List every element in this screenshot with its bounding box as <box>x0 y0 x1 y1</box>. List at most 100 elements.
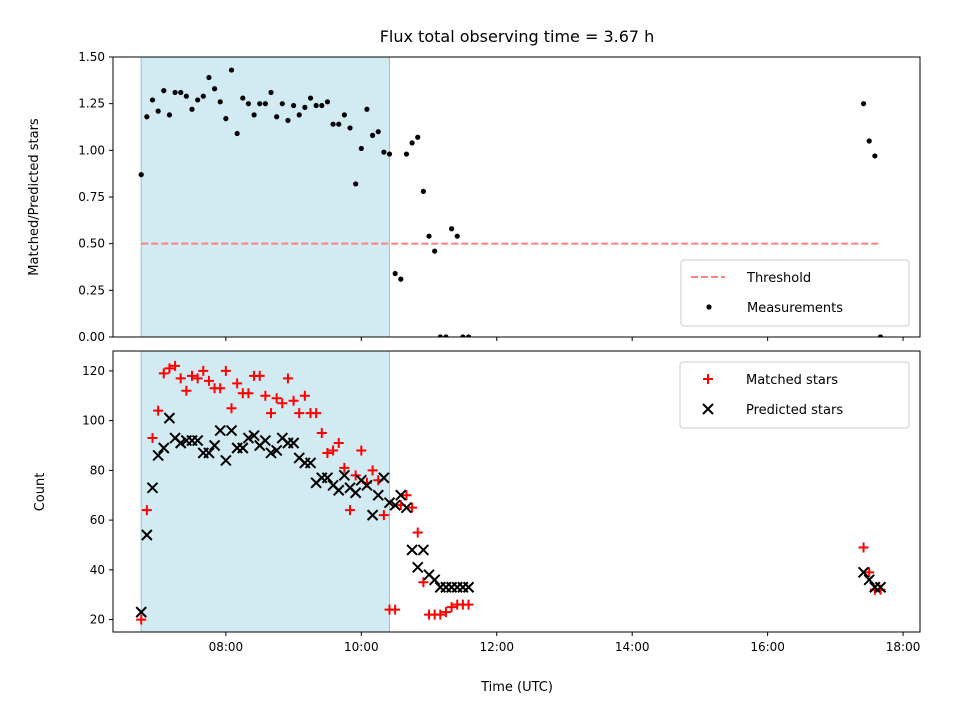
data-point <box>211 86 218 92</box>
data-point <box>164 363 175 374</box>
legend-dot-swatch <box>706 304 712 310</box>
data-point <box>462 581 475 593</box>
y-tick-label: 1.25 <box>78 97 105 111</box>
data-point <box>138 172 144 178</box>
legend-label: Predicted stars <box>746 403 843 418</box>
data-point <box>234 130 240 137</box>
data-point <box>254 370 265 381</box>
y-tick-label: 60 <box>90 513 105 527</box>
data-point <box>319 102 325 109</box>
x-tick-label: 08:00 <box>209 640 244 654</box>
data-point <box>369 132 376 138</box>
data-point <box>203 375 214 386</box>
data-point <box>328 445 339 456</box>
data-point <box>432 248 438 254</box>
plot-area <box>138 57 884 337</box>
data-point <box>446 602 457 613</box>
data-point <box>200 93 206 99</box>
data-point <box>136 614 147 625</box>
data-point <box>428 574 441 586</box>
data-point <box>147 433 158 444</box>
data-point <box>141 529 153 541</box>
data-point <box>316 428 327 439</box>
y-tick-label: 0.00 <box>78 330 105 344</box>
data-point <box>321 472 334 484</box>
chart-title: Flux total observing time = 3.67 h <box>380 27 655 46</box>
y-tick-label: 40 <box>90 563 105 577</box>
y-tick-label: 100 <box>82 414 105 428</box>
data-point <box>243 388 254 399</box>
data-point <box>220 365 231 376</box>
top-y-axis-label: Matched/Predicted stars <box>27 118 42 276</box>
data-point <box>378 510 389 521</box>
data-point <box>265 447 277 459</box>
data-point <box>270 444 283 457</box>
data-point <box>274 114 280 120</box>
data-point <box>392 270 398 277</box>
data-point <box>245 101 252 107</box>
data-point <box>152 449 164 462</box>
data-point <box>401 490 412 501</box>
data-point <box>183 93 189 99</box>
data-point <box>345 505 356 516</box>
x-tick-label: 16:00 <box>750 640 785 654</box>
data-point <box>358 145 364 152</box>
data-point <box>863 574 875 586</box>
axes-frame <box>112 350 921 633</box>
data-point <box>192 373 203 384</box>
data-point <box>175 373 186 384</box>
data-point <box>375 129 381 135</box>
data-point <box>864 567 875 578</box>
count-panel: 20 40 60 80 100 120 08:00 10:00 12:00 14:00 16:00 1… <box>82 350 921 654</box>
data-point <box>877 334 884 337</box>
data-point <box>336 121 342 127</box>
data-point <box>412 527 423 538</box>
data-point <box>417 544 430 556</box>
data-point <box>426 233 432 239</box>
data-point <box>170 360 181 371</box>
data-point <box>144 114 150 120</box>
data-point <box>302 104 308 110</box>
data-point <box>287 437 300 449</box>
data-point <box>299 390 310 401</box>
data-point <box>266 408 277 419</box>
data-point <box>395 489 407 501</box>
data-point <box>215 383 226 394</box>
data-point <box>149 97 156 103</box>
data-point <box>262 101 268 107</box>
data-point <box>240 95 246 101</box>
data-point <box>858 542 869 553</box>
data-point <box>390 604 401 615</box>
data-point <box>290 102 297 109</box>
legend-label: Threshold <box>746 271 811 286</box>
x-axis-label: Time (UTC) <box>480 680 553 695</box>
data-point <box>356 445 367 456</box>
data-point <box>860 101 867 107</box>
data-point <box>223 116 229 122</box>
series-measurements <box>138 67 884 337</box>
data-point <box>322 447 333 458</box>
data-point <box>178 89 184 96</box>
data-point <box>350 470 361 481</box>
x-tick-label: 14:00 <box>615 640 650 654</box>
data-point <box>409 140 415 146</box>
x-tick-label: 12:00 <box>479 640 514 654</box>
data-point <box>449 226 455 232</box>
data-point <box>443 334 449 337</box>
data-point <box>206 74 212 81</box>
y-tick-label: 120 <box>82 364 105 378</box>
data-point <box>460 334 466 337</box>
observing-interval-shade <box>140 57 391 337</box>
x-tick-label: 18:00 <box>886 640 921 654</box>
data-point <box>158 442 170 454</box>
data-point <box>366 509 379 521</box>
data-point <box>161 88 167 94</box>
data-point <box>372 489 384 501</box>
data-point <box>153 405 164 416</box>
data-point <box>420 188 426 194</box>
data-point <box>353 181 359 187</box>
data-point <box>172 89 178 96</box>
data-point <box>228 67 235 73</box>
data-point <box>288 395 299 406</box>
